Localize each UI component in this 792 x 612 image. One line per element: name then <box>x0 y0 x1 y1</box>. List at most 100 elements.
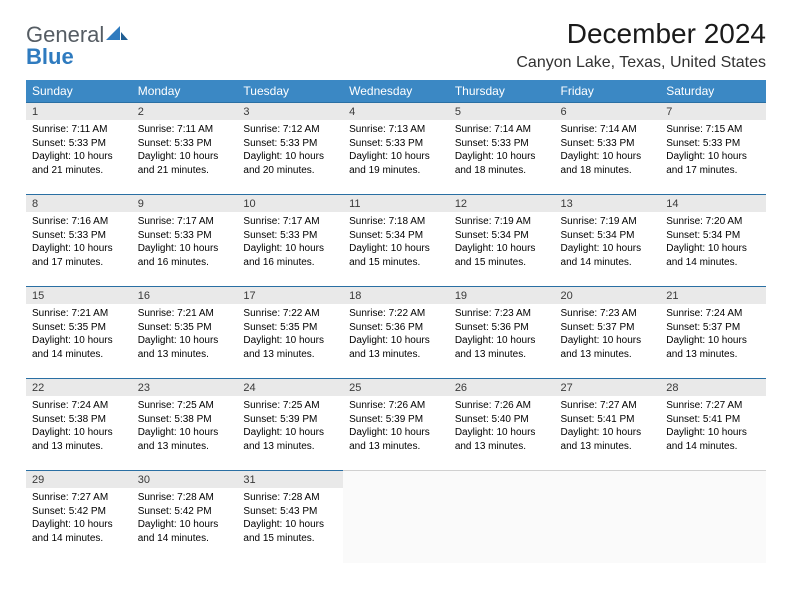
title-block: December 2024 Canyon Lake, Texas, United… <box>516 18 766 72</box>
calendar-cell: .. <box>449 471 555 563</box>
sunset-line: Sunset: 5:34 PM <box>561 230 635 241</box>
daylight-line: Daylight: 10 hours and 13 minutes. <box>561 335 642 360</box>
sunset-line: Sunset: 5:41 PM <box>561 414 635 425</box>
calendar-cell: 30Sunrise: 7:28 AMSunset: 5:42 PMDayligh… <box>132 471 238 563</box>
day-header: Friday <box>555 80 661 103</box>
day-body: Sunrise: 7:15 AMSunset: 5:33 PMDaylight:… <box>660 120 766 181</box>
sunset-line: Sunset: 5:43 PM <box>243 506 317 517</box>
day-number: 5 <box>449 103 555 120</box>
sunrise-line: Sunrise: 7:28 AM <box>138 492 214 503</box>
sunrise-line: Sunrise: 7:18 AM <box>349 216 425 227</box>
header: General Blue December 2024 Canyon Lake, … <box>26 18 766 72</box>
sunset-line: Sunset: 5:39 PM <box>349 414 423 425</box>
calendar-cell: 5Sunrise: 7:14 AMSunset: 5:33 PMDaylight… <box>449 103 555 195</box>
sunset-line: Sunset: 5:37 PM <box>666 322 740 333</box>
sunset-line: Sunset: 5:42 PM <box>138 506 212 517</box>
calendar-row: 22Sunrise: 7:24 AMSunset: 5:38 PMDayligh… <box>26 379 766 471</box>
calendar-cell: 8Sunrise: 7:16 AMSunset: 5:33 PMDaylight… <box>26 195 132 287</box>
day-number: 11 <box>343 195 449 212</box>
day-number: 20 <box>555 287 661 304</box>
sunrise-line: Sunrise: 7:13 AM <box>349 124 425 135</box>
day-body: Sunrise: 7:27 AMSunset: 5:41 PMDaylight:… <box>555 396 661 457</box>
sunrise-line: Sunrise: 7:21 AM <box>32 308 108 319</box>
day-number: 4 <box>343 103 449 120</box>
day-header: Saturday <box>660 80 766 103</box>
daylight-line: Daylight: 10 hours and 18 minutes. <box>561 151 642 176</box>
day-body: Sunrise: 7:17 AMSunset: 5:33 PMDaylight:… <box>132 212 238 273</box>
sunset-line: Sunset: 5:33 PM <box>349 138 423 149</box>
day-number: 19 <box>449 287 555 304</box>
day-number: 28 <box>660 379 766 396</box>
daylight-line: Daylight: 10 hours and 16 minutes. <box>243 243 324 268</box>
day-number: 23 <box>132 379 238 396</box>
day-number: 30 <box>132 471 238 488</box>
day-number: 6 <box>555 103 661 120</box>
daylight-line: Daylight: 10 hours and 13 minutes. <box>243 427 324 452</box>
day-number: 27 <box>555 379 661 396</box>
day-body: Sunrise: 7:26 AM Sunset: 5:39 PM Daylight:… <box>343 396 449 457</box>
daylight-line: Daylight: 10 hours and 18 minutes. <box>455 151 536 176</box>
daylight-line: Daylight: 10 hours and 14 minutes. <box>32 519 113 544</box>
day-number: 13 <box>555 195 661 212</box>
day-number: 14 <box>660 195 766 212</box>
sunrise-line: Sunrise: 7:19 AM <box>561 216 637 227</box>
sunset-line: Sunset: 5:38 PM <box>138 414 212 425</box>
calendar-row: 8Sunrise: 7:16 AMSunset: 5:33 PMDaylight… <box>26 195 766 287</box>
daylight-line: Daylight: 10 hours and 14 minutes. <box>666 243 747 268</box>
daylight-line: Daylight: 10 hours and 13 minutes. <box>349 427 430 452</box>
calendar-cell: 10Sunrise: 7:17 AMSunset: 5:33 PMDayligh… <box>237 195 343 287</box>
day-header: Wednesday <box>343 80 449 103</box>
calendar-cell: 9Sunrise: 7:17 AMSunset: 5:33 PMDaylight… <box>132 195 238 287</box>
day-body: Sunrise: 7:12 AMSunset: 5:33 PMDaylight:… <box>237 120 343 181</box>
day-number: 22 <box>26 379 132 396</box>
sunset-line: Sunset: 5:33 PM <box>243 230 317 241</box>
day-number: 12 <box>449 195 555 212</box>
day-body: Sunrise: 7:11 AMSunset: 5:33 PMDaylight:… <box>132 120 238 181</box>
calendar-cell: 2Sunrise: 7:11 AMSunset: 5:33 PMDaylight… <box>132 103 238 195</box>
day-body: Sunrise: 7:14 AMSunset: 5:33 PMDaylight:… <box>555 120 661 181</box>
day-number: 29 <box>26 471 132 488</box>
calendar-cell: 24Sunrise: 7:25 AMSunset: 5:39 PMDayligh… <box>237 379 343 471</box>
day-body: Sunrise: 7:16 AMSunset: 5:33 PMDaylight:… <box>26 212 132 273</box>
sunrise-line: Sunrise: 7:14 AM <box>561 124 637 135</box>
day-body: Sunrise: 7:21 AMSunset: 5:35 PMDaylight:… <box>132 304 238 365</box>
sunrise-line: Sunrise: 7:27 AM <box>666 400 742 411</box>
daylight-line: Daylight: 10 hours and 13 minutes. <box>455 335 536 360</box>
sunset-line: Sunset: 5:35 PM <box>138 322 212 333</box>
calendar-cell: 29Sunrise: 7:27 AMSunset: 5:42 PMDayligh… <box>26 471 132 563</box>
daylight-line: Daylight: 10 hours and 20 minutes. <box>243 151 324 176</box>
daylight-line: Daylight: 10 hours and 17 minutes. <box>32 243 113 268</box>
calendar-cell: .. <box>343 471 449 563</box>
sunrise-line: Sunrise: 7:17 AM <box>243 216 319 227</box>
day-number: 26 <box>449 379 555 396</box>
day-body: Sunrise: 7:17 AM Sunset: 5:33 PM Daylight:… <box>237 212 343 273</box>
day-number: 17 <box>237 287 343 304</box>
sunrise-line: Sunrise: 7:16 AM <box>32 216 108 227</box>
day-header: Sunday <box>26 80 132 103</box>
sunrise-line: Sunrise: 7:12 AM <box>243 124 319 135</box>
day-number: 21 <box>660 287 766 304</box>
calendar-cell: 12Sunrise: 7:19 AMSunset: 5:34 PMDayligh… <box>449 195 555 287</box>
logo-text-2: Blue <box>26 44 74 69</box>
calendar-cell: 17Sunrise: 7:22 AMSunset: 5:35 PMDayligh… <box>237 287 343 379</box>
daylight-line: Daylight: 10 hours and 15 minutes. <box>455 243 536 268</box>
calendar-cell: 11Sunrise: 7:18 AMSunset: 5:34 PMDayligh… <box>343 195 449 287</box>
sunrise-line: Sunrise: 7:11 AM <box>32 124 107 135</box>
day-number: 24 <box>237 379 343 396</box>
day-body: Sunrise: 7:19 AMSunset: 5:34 PMDaylight:… <box>555 212 661 273</box>
sunrise-line: Sunrise: 7:15 AM <box>666 124 742 135</box>
calendar-cell: 25Sunrise: 7:26 AMSunset: 5:39 PMDayligh… <box>343 379 449 471</box>
day-body: Sunrise: 7:19 AMSunset: 5:34 PMDaylight:… <box>449 212 555 273</box>
day-header: Tuesday <box>237 80 343 103</box>
sunrise-line: Sunrise: 7:19 AM <box>455 216 531 227</box>
sunrise-line: Sunrise: 7:26 AM <box>349 400 425 411</box>
sunset-line: Sunset: 5:41 PM <box>666 414 740 425</box>
day-number: 1 <box>26 103 132 120</box>
calendar-cell: 7Sunrise: 7:15 AMSunset: 5:33 PMDaylight… <box>660 103 766 195</box>
day-body: Sunrise: 7:22 AMSunset: 5:36 PMDaylight:… <box>343 304 449 365</box>
day-body: Sunrise: 7:24 AMSunset: 5:38 PMDaylight:… <box>26 396 132 457</box>
sunset-line: Sunset: 5:34 PM <box>666 230 740 241</box>
sunset-line: Sunset: 5:33 PM <box>138 230 212 241</box>
day-body: Sunrise: 7:23 AMSunset: 5:37 PMDaylight:… <box>555 304 661 365</box>
calendar-cell: 18Sunrise: 7:22 AMSunset: 5:36 PMDayligh… <box>343 287 449 379</box>
